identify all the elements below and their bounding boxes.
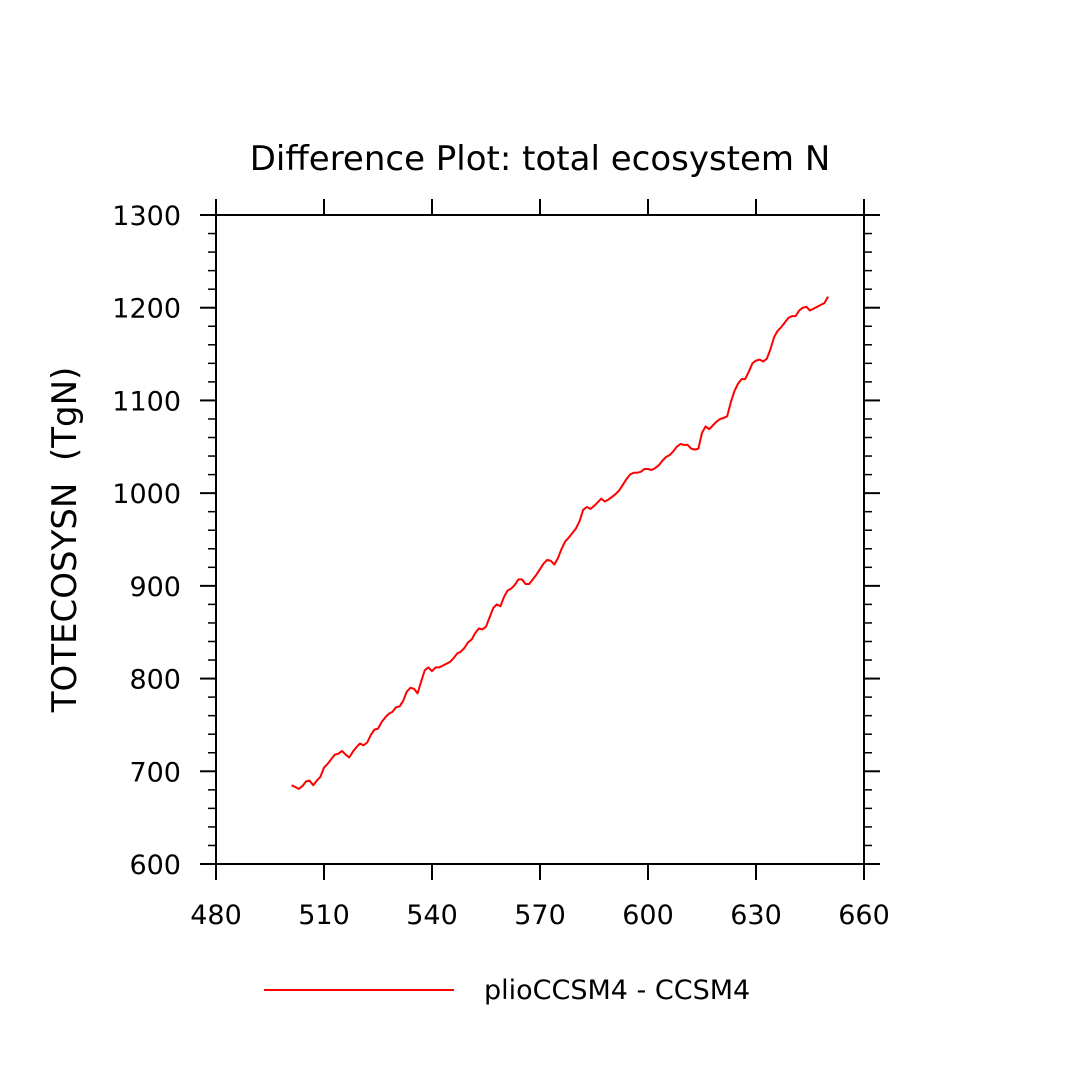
y-axis-label: TOTECOSYSN (TgN) [45, 367, 85, 714]
series-group [291, 296, 829, 790]
y-tick-label: 1100 [112, 386, 181, 417]
y-tick-label: 800 [129, 665, 181, 696]
x-tick-label: 570 [514, 900, 566, 931]
series-line [291, 296, 829, 790]
x-tick-label: 510 [298, 900, 350, 931]
x-tick-label: 630 [730, 900, 782, 931]
x-tick-label: 540 [406, 900, 458, 931]
y-tick-label: 1200 [112, 294, 181, 325]
chart-title: Difference Plot: total ecosystem N [250, 139, 831, 179]
axes: 480 510 540 570 600 630 660 600 700 800 900 1000 110… [112, 199, 890, 931]
x-tick-label: 600 [622, 900, 674, 931]
legend-label: plioCCSM4 - CCSM4 [484, 975, 750, 1006]
y-tick-label: 1300 [112, 201, 181, 232]
plot-frame [215, 214, 865, 865]
y-tick-label: 1000 [112, 479, 181, 510]
y-tick-label: 900 [129, 572, 181, 603]
y-tick-label: 700 [129, 757, 181, 788]
x-tick-label: 480 [190, 900, 242, 931]
y-tick-label: 600 [129, 850, 181, 881]
x-tick-label: 660 [838, 900, 890, 931]
legend: plioCCSM4 - CCSM4 [264, 975, 750, 1006]
